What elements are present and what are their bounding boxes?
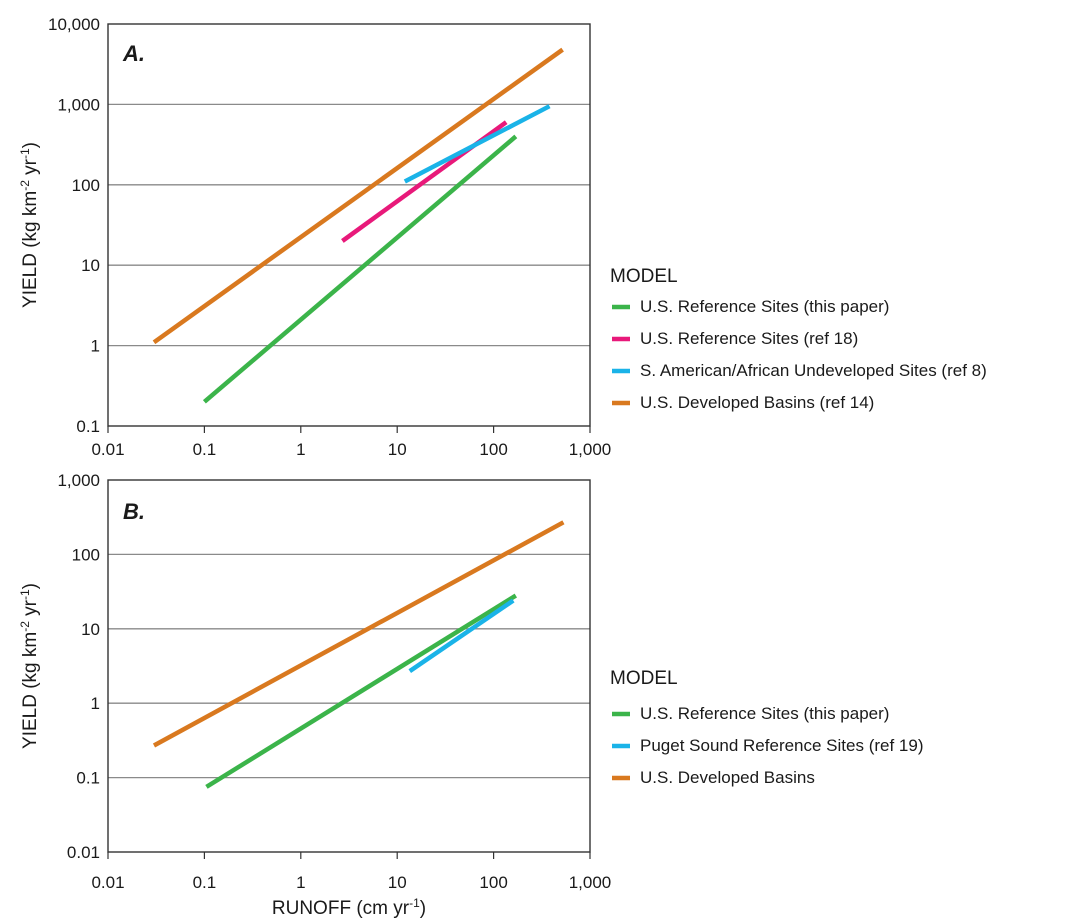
y-tick-label: 10 [81, 256, 100, 275]
y-axis-title: YIELD (kg km-2 yr-1) [18, 583, 41, 749]
x-tick-label: 0.01 [91, 873, 124, 892]
panel-label: B. [123, 499, 145, 524]
series-line-puget-sound-reference-sites-ref-19 [408, 598, 515, 673]
panel-b: 0.01 0.1 1 10 100 1,000 0.01 0.1 1 10 100 1,000 B. YI… [18, 471, 924, 919]
series-line-u-s-developed-basins-ref-14 [152, 47, 564, 345]
x-tick-label: 100 [479, 440, 507, 459]
y-tick-label: 0.1 [76, 417, 100, 436]
y-axis-title-text: YIELD (kg km [20, 632, 41, 749]
legend-title: MODEL [610, 266, 678, 287]
x-tick-label: 0.1 [193, 873, 217, 892]
legend-label: S. American/African Undeveloped Sites (r… [640, 361, 987, 380]
x-tick-label: 1 [296, 873, 305, 892]
y-tick-label: 100 [72, 545, 100, 564]
y-tick-label: 0.01 [67, 843, 100, 862]
x-tick-label: 0.01 [91, 440, 124, 459]
legend-label: Puget Sound Reference Sites (ref 19) [640, 736, 924, 755]
y-axis-title-text: YIELD (kg km [20, 191, 41, 308]
x-axis-title-text: ) [420, 898, 426, 919]
y-axis-title-sup: -2 [18, 180, 32, 191]
y-tick-label: 1 [91, 694, 100, 713]
y-axis-title-sup: -2 [18, 621, 32, 632]
y-tick-label: 0.1 [76, 769, 100, 788]
panel-label: A. [122, 41, 145, 66]
x-axis-title-text: RUNOFF (cm yr [272, 898, 410, 919]
legend-label: U.S. Developed Basins (ref 14) [640, 393, 874, 412]
y-axis-title-text: yr [20, 158, 41, 180]
y-axis-title-text: ) [20, 142, 41, 148]
x-axis-title-sup: -1 [409, 896, 420, 910]
legend-label: U.S. Reference Sites (ref 18) [640, 329, 858, 348]
legend-title: MODEL [610, 668, 678, 689]
x-axis-title: RUNOFF (cm yr-1) [272, 896, 426, 919]
x-tick-label: 1,000 [569, 440, 612, 459]
y-tick-label: 100 [72, 176, 100, 195]
series-line-u-s-reference-sites-this-paper [202, 134, 518, 404]
y-axis-title-sup: -1 [18, 589, 32, 600]
y-tick-label: 10 [81, 620, 100, 639]
y-axis-title: YIELD (kg km-2 yr-1) [18, 142, 41, 308]
legend-label: U.S. Reference Sites (this paper) [640, 704, 889, 723]
legend-label: U.S. Developed Basins [640, 768, 815, 787]
y-tick-label: 1,000 [57, 471, 100, 490]
x-tick-label: 1,000 [569, 873, 612, 892]
x-tick-label: 0.1 [193, 440, 217, 459]
x-tick-label: 100 [479, 873, 507, 892]
y-axis-title-sup: -1 [18, 148, 32, 159]
x-tick-label: 10 [388, 873, 407, 892]
legend-label: U.S. Reference Sites (this paper) [640, 297, 889, 316]
y-tick-label: 1 [91, 337, 100, 356]
series-line-u-s-developed-basins [152, 520, 565, 748]
x-tick-label: 1 [296, 440, 305, 459]
y-axis-title-text: ) [20, 583, 41, 589]
panel-a: 0.1 1 10 100 1,000 10,000 0.01 0.1 1 10 100 1,000 A.… [18, 15, 987, 459]
series-line-u-s-reference-sites-this-paper [205, 593, 517, 789]
plot-frame [107, 479, 591, 853]
series-line-s-american-african-undeveloped-sites-ref-8 [403, 104, 551, 184]
x-tick-label: 10 [388, 440, 407, 459]
y-tick-label: 1,000 [57, 95, 100, 114]
y-axis-title-text: yr [20, 599, 41, 621]
y-tick-label: 10,000 [48, 15, 100, 34]
plot-frame [107, 23, 591, 427]
